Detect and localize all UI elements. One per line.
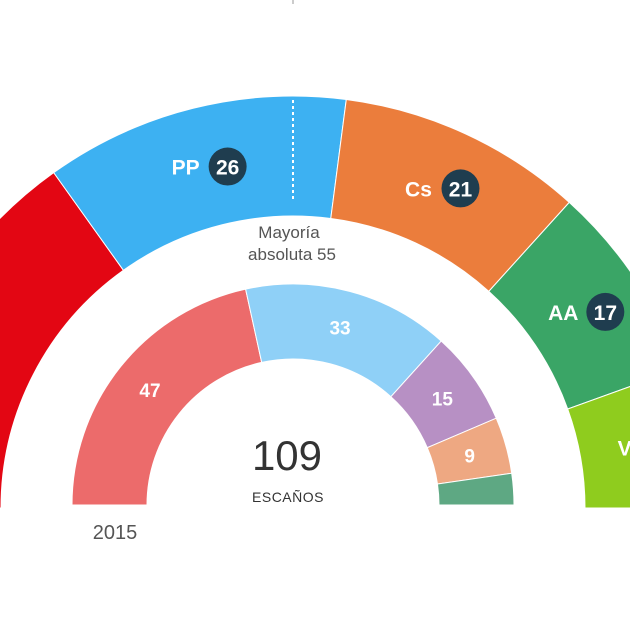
current-seat-arc-4 [567,386,630,509]
seat-badge-2 [441,169,480,208]
previous-seats-ring [71,283,515,506]
majority-label-line2: absoluta 55 [248,245,336,264]
previous-seat-label-0: 47 [139,381,160,402]
seat-count-2: 21 [449,178,473,201]
seat-badge-1 [208,147,247,186]
previous-year-label: 2015 [93,522,138,544]
previous-seat-arc-4 [436,472,515,506]
seat-badge-3 [586,292,625,331]
party-label-2: Cs [405,178,432,201]
previous-seat-label-3: 9 [464,446,475,467]
seats-label: ESCAÑOS [252,489,324,505]
previous-seat-arc-0 [71,288,263,506]
party-label-3: AA [548,302,578,325]
seat-count-1: 26 [216,157,239,180]
party-label-1: PP [172,157,200,180]
previous-seat-label-1: 33 [329,319,350,340]
previous-seat-label-2: 15 [432,389,454,410]
majority-label-line1: Mayoría [258,223,320,242]
total-seats: 109 [252,432,322,479]
seat-count-3: 17 [594,302,617,325]
party-label-4: VOX [618,437,630,460]
